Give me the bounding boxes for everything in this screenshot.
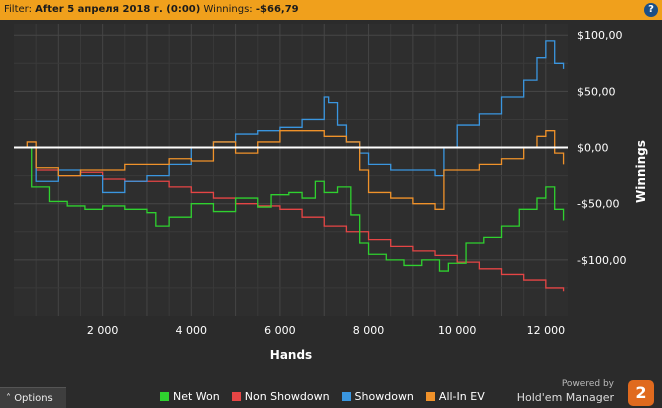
legend-item[interactable]: Showdown bbox=[341, 390, 414, 403]
legend-swatch bbox=[231, 392, 241, 401]
series-line-non-showdown bbox=[14, 146, 565, 292]
winnings-label: Winnings: bbox=[203, 4, 253, 15]
x-tick-label: 12 000 bbox=[527, 324, 566, 337]
options-button[interactable]: ˄ Options bbox=[0, 387, 66, 408]
series-line-showdown bbox=[14, 40, 565, 194]
legend-swatch bbox=[425, 392, 435, 401]
filter-bar: Filter: After 5 апреля 2018 г. (0:00) Wi… bbox=[0, 0, 662, 20]
y-tick-label: -$100,00 bbox=[577, 254, 626, 267]
legend-label: Showdown bbox=[354, 390, 414, 403]
legend-swatch bbox=[341, 392, 351, 401]
series-line-all-in-ev bbox=[14, 130, 565, 210]
legend-swatch bbox=[160, 392, 169, 401]
legend-label: Net Won bbox=[173, 390, 220, 403]
x-tick-label: 6 000 bbox=[264, 324, 296, 337]
winnings-value: -$66,79 bbox=[255, 4, 299, 15]
x-tick-label: 10 000 bbox=[438, 324, 477, 337]
brand-powered: Powered by bbox=[561, 379, 614, 389]
options-label: Options bbox=[14, 393, 53, 404]
chevron-up-icon: ˄ bbox=[6, 393, 11, 404]
x-axis-title: Hands bbox=[270, 348, 312, 362]
y-tick-label: -$50,00 bbox=[577, 198, 619, 211]
x-tick-label: 8 000 bbox=[353, 324, 385, 337]
x-tick-label: 2 000 bbox=[87, 324, 119, 337]
winnings-chart: 2 000 4 000 6 000 8 000 10 000 12 000 $100,00 $… bbox=[14, 24, 648, 362]
y-tick-label: $0,00 bbox=[577, 142, 609, 155]
legend-label: All-In EV bbox=[438, 390, 485, 403]
legend-item[interactable]: Non Showdown bbox=[231, 390, 330, 403]
filter-value: After 5 апреля 2018 г. (0:00) bbox=[35, 4, 201, 15]
y-tick-label: $100,00 bbox=[577, 29, 623, 42]
y-tick-label: $50,00 bbox=[577, 85, 616, 98]
y-axis-title: Winnings bbox=[634, 140, 648, 203]
x-tick-label: 4 000 bbox=[176, 324, 208, 337]
legend-label: Non Showdown bbox=[244, 390, 330, 403]
legend-item[interactable]: Net Won bbox=[160, 390, 220, 403]
series-line-net-won bbox=[14, 146, 565, 272]
hm2-logo-icon: 2 bbox=[628, 380, 654, 406]
brand-name: Hold'em Manager bbox=[516, 391, 614, 404]
help-icon[interactable]: ? bbox=[644, 3, 658, 17]
chart-legend: Net Won Non Showdown Showdown All-In EV bbox=[160, 390, 485, 403]
legend-item[interactable]: All-In EV bbox=[425, 390, 485, 403]
filter-prefix: Filter: bbox=[4, 4, 32, 15]
